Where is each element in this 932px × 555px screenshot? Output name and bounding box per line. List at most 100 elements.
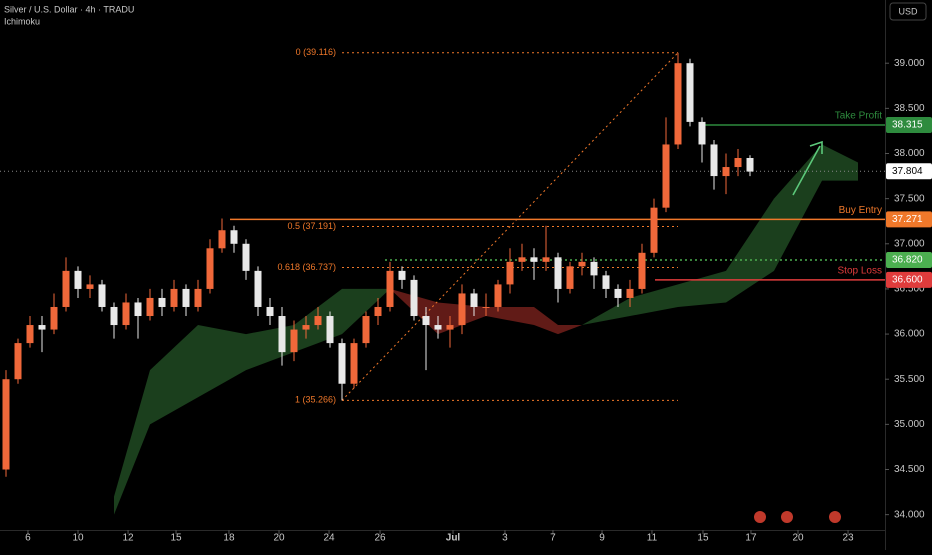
price-tag (886, 211, 932, 228)
price-tag-label: 37.271 (892, 214, 923, 225)
x-tick-label: 18 (223, 533, 235, 544)
currency-button[interactable] (889, 2, 927, 21)
candle-body (14, 343, 22, 380)
candle-body (446, 325, 454, 330)
candle-body (710, 144, 718, 177)
candle-body (122, 302, 130, 326)
candle-body (734, 158, 742, 168)
event-icon[interactable] (829, 511, 841, 523)
candle-body (674, 63, 682, 145)
candle-body (494, 284, 502, 307)
event-icons (754, 511, 841, 523)
cloud-segment (726, 198, 774, 303)
candle-body (254, 270, 262, 307)
candle-body (698, 121, 706, 145)
candle-body (566, 266, 574, 289)
candle-body (662, 144, 670, 208)
event-icon[interactable] (781, 511, 793, 523)
x-tick-label: 3 (502, 533, 508, 544)
x-tick-label: 15 (697, 533, 709, 544)
candle-body (590, 261, 598, 276)
candle-body (506, 261, 514, 285)
candle-body (470, 293, 478, 307)
price-tag-label: 37.804 (892, 166, 923, 177)
cloud-segment (114, 370, 150, 515)
candle-body (482, 306, 490, 308)
candle-body (182, 288, 190, 307)
candle-body (422, 316, 430, 326)
x-tick-label: 10 (72, 533, 84, 544)
x-tick-label: 12 (122, 533, 134, 544)
price-tag (886, 271, 932, 288)
candle-body (86, 284, 94, 289)
candle-body (434, 325, 442, 330)
x-tick-label: 15 (170, 533, 182, 544)
level-name: Stop Loss (838, 266, 882, 277)
y-tick-label: 35.500 (894, 374, 925, 385)
candle-body (314, 316, 322, 326)
price-tag-label: 36.600 (892, 275, 923, 286)
candle-body (230, 230, 238, 244)
candle-body (386, 270, 394, 307)
candle-body (602, 275, 610, 289)
candle-body (398, 270, 406, 280)
candle-body (158, 297, 166, 307)
fib-label: 1 (35.266) (295, 395, 336, 405)
candle-body (338, 343, 346, 384)
x-tick-label: 20 (273, 533, 285, 544)
candle-body (542, 257, 550, 262)
candle-body (38, 325, 46, 330)
candle-body (302, 325, 310, 330)
symbol-title: Silver / U.S. Dollar · 4h · TRADU (4, 4, 134, 14)
candle-body (62, 270, 70, 307)
candle-body (650, 207, 658, 253)
y-tick-label: 38.000 (894, 148, 925, 159)
event-icon[interactable] (754, 511, 766, 523)
price-tag (886, 163, 932, 180)
candle-body (2, 379, 10, 470)
candle-body (266, 306, 274, 317)
candle-body (458, 293, 466, 326)
fib-label: 0.5 (37.191) (287, 221, 336, 231)
candle-body (74, 270, 82, 289)
cloud-segment (150, 325, 198, 425)
y-tick-label: 36.500 (894, 284, 925, 295)
y-tick-label: 35.000 (894, 419, 925, 430)
price-tag (886, 117, 932, 134)
currency-label: USD (898, 6, 918, 16)
candle-body (350, 343, 358, 384)
x-tick-label: 20 (792, 533, 804, 544)
level-name: Take Profit (835, 111, 882, 122)
cloud-segment (558, 325, 582, 335)
x-tick-label: 11 (647, 533, 658, 544)
x-tick-label: 23 (842, 533, 854, 544)
x-tick-label: Jul (446, 533, 461, 544)
x-tick-label: 9 (599, 533, 605, 544)
candle-body (518, 257, 526, 262)
x-tick-label: 24 (323, 533, 335, 544)
price-tag (886, 252, 932, 269)
y-tick-label: 39.000 (894, 58, 925, 69)
candle-body (170, 288, 178, 307)
candle-body (110, 306, 118, 326)
candle-body (218, 230, 226, 249)
candle-body (746, 158, 754, 172)
candle-body (530, 257, 538, 262)
cloud-segment (534, 306, 558, 335)
fib-label: 0.618 (36.737) (277, 262, 336, 272)
x-tick-label: 26 (374, 533, 386, 544)
candle-body (686, 63, 694, 122)
candle-body (50, 306, 58, 330)
y-tick-label: 34.000 (894, 509, 925, 520)
cloud-segment (198, 325, 246, 398)
candle-body (98, 284, 106, 307)
candle-body (206, 248, 214, 289)
price-tag-label: 36.820 (892, 255, 923, 266)
y-tick-label: 37.500 (894, 193, 925, 204)
fib-label: 0 (39.116) (296, 47, 336, 57)
candle-body (290, 329, 298, 353)
candle-body (626, 288, 634, 298)
level-name: Buy Entry (839, 205, 882, 216)
